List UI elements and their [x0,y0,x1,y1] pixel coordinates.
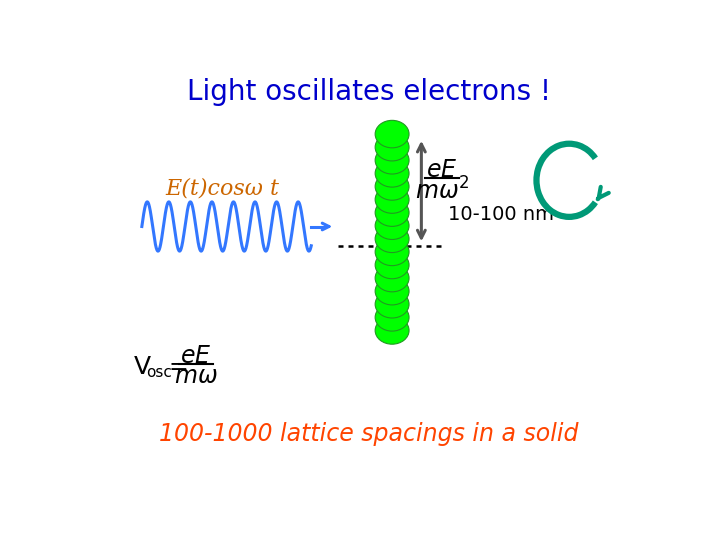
Text: osc: osc [145,365,171,380]
Ellipse shape [375,316,409,344]
Ellipse shape [375,238,409,266]
Ellipse shape [375,146,409,174]
Text: 100-1000 lattice spacings in a solid: 100-1000 lattice spacings in a solid [159,422,579,447]
Text: V: V [134,355,151,379]
Text: 10-100 nm: 10-100 nm [449,205,554,225]
Text: Light oscillates electrons !: Light oscillates electrons ! [187,78,551,106]
Ellipse shape [375,212,409,239]
Ellipse shape [375,199,409,226]
Ellipse shape [375,291,409,318]
Text: $m\omega^2$: $m\omega^2$ [415,178,469,205]
Ellipse shape [375,251,409,279]
Text: =: = [168,355,188,379]
Ellipse shape [375,173,409,200]
Ellipse shape [375,186,409,213]
Ellipse shape [375,120,409,148]
Text: $eE$: $eE$ [180,344,212,368]
Ellipse shape [375,225,409,253]
Ellipse shape [375,303,409,331]
Ellipse shape [375,278,409,305]
Ellipse shape [375,133,409,161]
Text: E(t)cosω t: E(t)cosω t [166,177,279,199]
Ellipse shape [375,265,409,292]
Text: $m\omega$: $m\omega$ [174,364,217,388]
Text: $eE$: $eE$ [426,158,458,181]
Ellipse shape [375,160,409,187]
